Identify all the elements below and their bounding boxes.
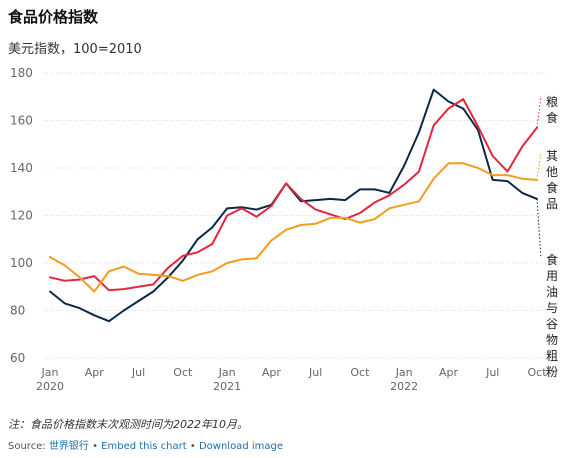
y-tick-label: 80 [10,304,25,318]
y-tick-label: 180 [10,66,33,80]
series-label-oils: 食用油与谷物粗粉 [546,252,558,379]
source-link-world-bank[interactable]: 世界银行 [48,441,89,452]
x-tick-label: Oct [527,366,547,379]
grid-lines [44,72,548,359]
x-tick-label: Apr [85,366,105,379]
series-line-other_food [49,162,538,293]
label-leader-other_food [536,151,542,180]
label-leader-grains [536,95,542,128]
y-axis-ticks: 60 80 100 120 140 160 180 [10,66,33,365]
x-tick-year-label: 2021 [213,380,241,393]
source-prefix: Source: [8,441,49,452]
x-tick-label: Jul [131,366,145,379]
chart-title: 食品价格指数 [8,8,99,26]
x-tick-label: Jul [485,366,499,379]
download-image-link[interactable]: Download image [198,441,283,452]
x-tick-label: Jan [41,366,59,379]
x-tick-label: Jul [308,366,322,379]
series-line-grains [49,98,538,292]
source-line: Source: 世界银行 • Embed this chart • Downlo… [8,437,283,452]
series-label-other_food: 其他食品 [546,149,558,211]
y-tick-label: 120 [10,209,33,223]
series-label-grains: 粮食 [546,94,558,125]
x-tick-label: Jan [395,366,413,379]
source-separator: • [186,441,199,452]
chart-subtitle: 美元指数，100=2010 [8,42,142,57]
y-tick-label: 100 [10,256,33,270]
label-leader-oils [536,198,542,259]
y-tick-label: 140 [10,161,33,175]
x-tick-label: Oct [173,366,193,379]
x-tick-year-label: 2022 [390,380,418,393]
x-tick-label: Apr [262,366,282,379]
series-line-oils [49,88,538,323]
x-tick-label: Jan [218,366,236,379]
y-tick-label: 160 [10,114,33,128]
y-tick-label: 60 [10,351,25,365]
x-tick-label: Oct [350,366,370,379]
series-lines [49,88,538,323]
embed-chart-link[interactable]: Embed this chart [101,441,187,452]
source-separator: • [88,441,102,452]
x-tick-label: Apr [439,366,459,379]
x-tick-year-label: 2020 [36,380,64,393]
chart-note: 注：食品价格指数末次观测时间为2022年10月。 [8,418,248,431]
